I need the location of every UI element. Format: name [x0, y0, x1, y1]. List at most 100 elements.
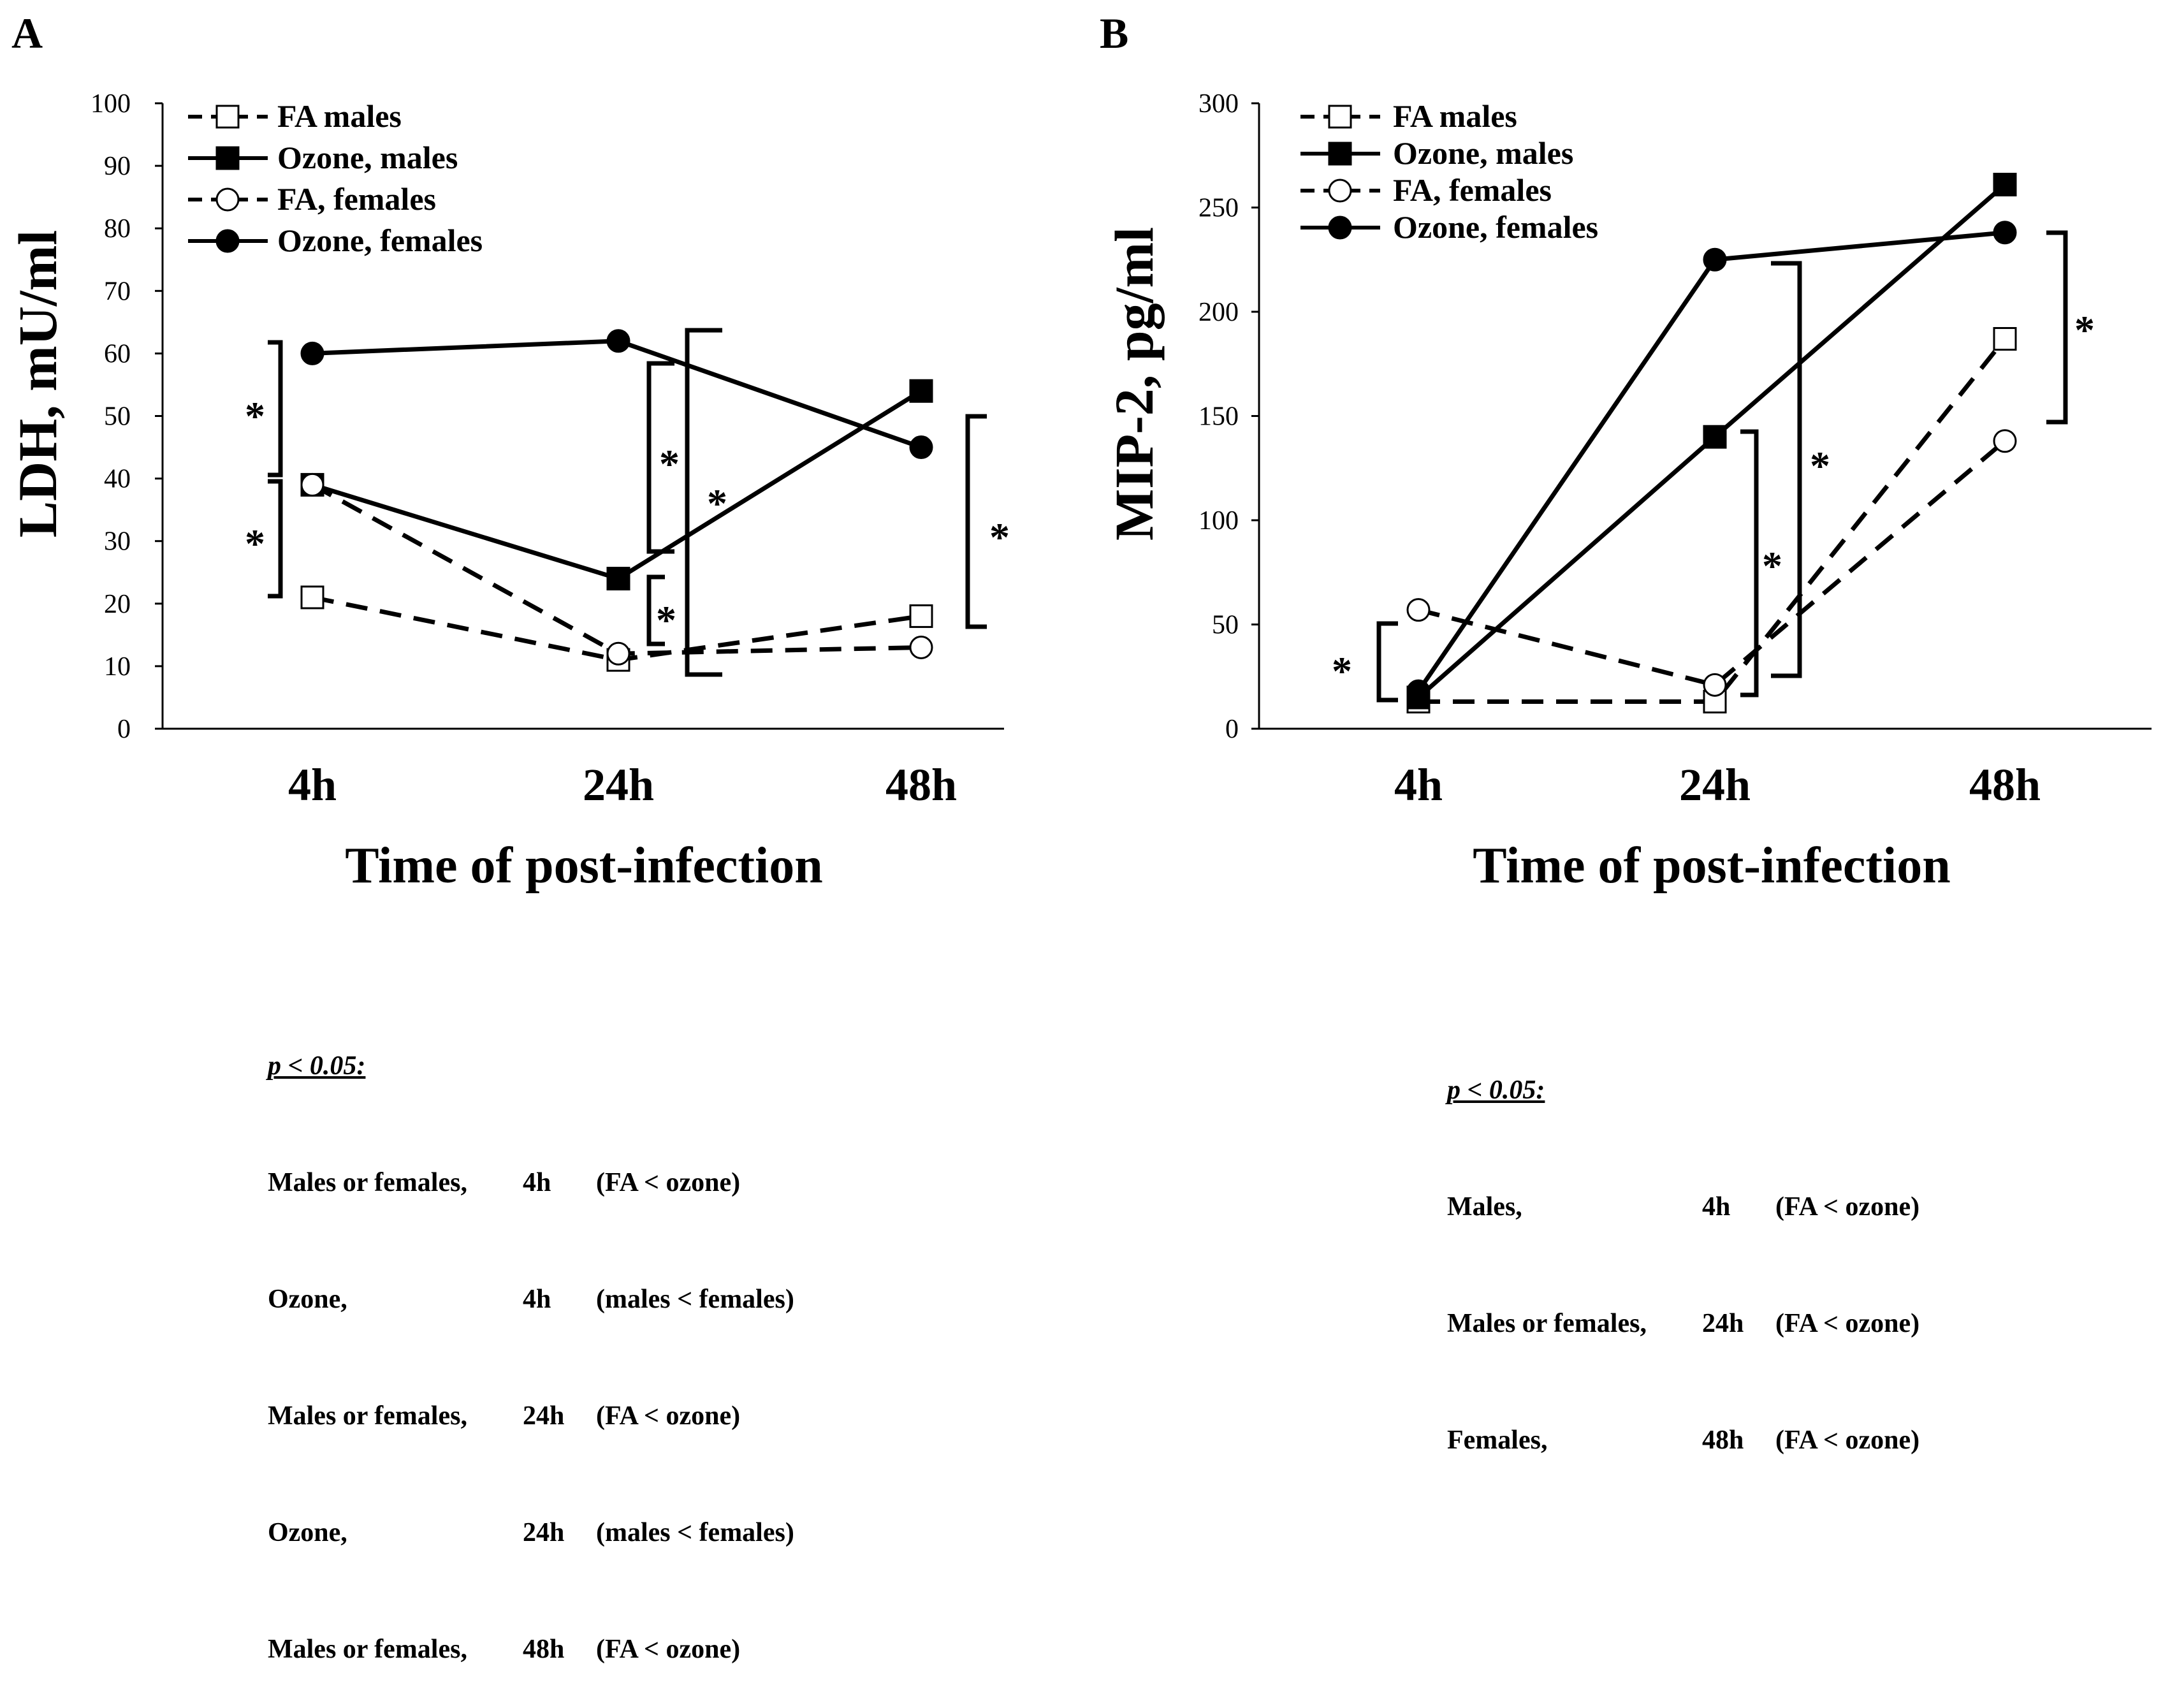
significance-row: Males or females, 24h (FA < ozone) [268, 1397, 794, 1436]
series-ozone-females [300, 329, 933, 460]
series-line [311, 389, 922, 581]
data-point [1993, 173, 2017, 197]
significance-row: Ozone, 24h (males < females) [268, 1514, 794, 1552]
y-tick-label: 50 [1212, 611, 1239, 640]
significance-row: Males or females, 48h (FA < ozone) [268, 1630, 794, 1669]
series-ozone-females [1406, 221, 2017, 703]
significance-asterisk: * [707, 481, 727, 526]
significance-bracket [268, 340, 283, 478]
significance-row: Ozone, 4h (males < females) [268, 1280, 794, 1319]
y-tick-label: 0 [1225, 715, 1239, 744]
x-tick-label: 24h [1679, 759, 1751, 810]
significance-bracket [1376, 621, 1398, 703]
data-point [1703, 673, 1727, 697]
group-text: Males or females, [1447, 1309, 1647, 1338]
y-tick-label: 150 [1198, 402, 1239, 432]
panel-label: A [11, 9, 43, 57]
time-text: 4h [1702, 1192, 1731, 1222]
significance-header: p < 0.05: [268, 1051, 366, 1081]
panel-b: B MIP-2, pg/ml Time of post-infection 0 5… [1100, 9, 2152, 894]
data-point [1406, 679, 1431, 703]
data-point [300, 585, 324, 609]
panel-label: B [1100, 9, 1128, 57]
data-point [1993, 429, 2017, 453]
significance-bracket [646, 361, 674, 554]
x-tick-label: 48h [1969, 759, 2041, 810]
comparison-text: (FA < ozone) [1775, 1309, 1920, 1338]
significance-row: Males or females, 4h (FA < ozone) [268, 1164, 794, 1202]
data-point [909, 435, 933, 460]
y-axis-label: MIP-2, pg/ml [1103, 227, 1165, 541]
data-point [1993, 327, 2017, 351]
group-text: Ozone, [268, 1285, 347, 1314]
data-point [909, 604, 933, 628]
data-point [909, 635, 933, 659]
legend-item: Ozone, females [188, 223, 483, 258]
group-text: Males, [1447, 1192, 1522, 1222]
legend-marker [215, 187, 240, 212]
group-text: Females, [1447, 1426, 1548, 1455]
y-tick-label: 60 [104, 339, 131, 369]
legend-item: Ozone, females [1300, 209, 1598, 245]
significance-bracket [268, 479, 283, 599]
legend-marker [1328, 142, 1352, 166]
significance-bracket [965, 414, 987, 629]
y-tick-label: 250 [1198, 194, 1239, 223]
comparison-text: (males < females) [596, 1518, 794, 1547]
data-point [606, 641, 630, 666]
legend-label: FA males [277, 98, 402, 134]
series-fa-males [1406, 327, 2017, 713]
significance-row: Males, 4h (FA < ozone) [1447, 1188, 1919, 1227]
x-tick-label: 4h [1394, 759, 1443, 810]
y-tick-label: 300 [1198, 89, 1239, 119]
significance-asterisk: * [1762, 543, 1782, 588]
time-text: 48h [1702, 1426, 1744, 1455]
significance-asterisk: * [245, 393, 265, 439]
y-tick-label: 100 [91, 89, 131, 119]
data-point [909, 379, 933, 403]
legend-label: FA males [1393, 98, 1517, 134]
legend-marker [215, 105, 240, 129]
comparison-text: (FA < ozone) [1775, 1192, 1920, 1222]
legend-item: FA males [1300, 98, 1517, 134]
significance-bracket [1740, 429, 1759, 697]
significance-notes-b: p < 0.05: Males, 4h (FA < ozone) Males o… [1447, 993, 1919, 1499]
time-text: 4h [523, 1168, 551, 1197]
figure-canvas: A LDH, mU/ml Time of post-infection 0 10 2… [7, 9, 2152, 894]
time-text: 24h [523, 1518, 565, 1547]
comparison-text: (FA < ozone) [596, 1168, 741, 1197]
time-text: 48h [523, 1635, 565, 1664]
y-tick-label: 50 [104, 402, 131, 432]
x-tick-label: 24h [583, 759, 654, 810]
significance-asterisk: * [989, 515, 1010, 560]
data-point [606, 329, 630, 353]
legend-item: Ozone, males [1300, 135, 1573, 171]
significance-header: p < 0.05: [1447, 1076, 1545, 1105]
comparison-text: (FA < ozone) [596, 1401, 741, 1431]
legend: FA males Ozone, males FA, females Ozone, fe… [188, 98, 483, 258]
significance-notes-a: p < 0.05: Males or females, 4h (FA < ozo… [268, 969, 794, 1708]
data-point [300, 341, 324, 365]
y-tick-label: 90 [104, 152, 131, 181]
legend-label: FA, females [1393, 172, 1552, 208]
x-axis-label: Time of post-infection [1473, 838, 1951, 894]
significance-row: Males or females, 24h (FA < ozone) [1447, 1304, 1919, 1343]
data-point [1993, 221, 2017, 245]
y-tick-label: 200 [1198, 298, 1239, 327]
legend-item: Ozone, males [188, 140, 458, 175]
legend-item: FA, females [1300, 172, 1552, 208]
significance-asterisk: * [245, 521, 265, 566]
group-text: Males or females, [268, 1401, 467, 1431]
comparison-text: (FA < ozone) [596, 1635, 741, 1664]
significance-asterisk: * [659, 441, 680, 486]
legend-marker [1328, 179, 1352, 203]
series-fa-females [300, 472, 933, 666]
y-axis-label: LDH, mU/ml [7, 230, 68, 538]
x-tick-label: 48h [885, 759, 957, 810]
significance-asterisk: * [1332, 648, 1352, 694]
legend-label: Ozone, males [277, 140, 458, 175]
y-tick-label: 80 [104, 214, 131, 244]
legend-item: FA, females [188, 181, 436, 217]
y-tick-label: 70 [104, 277, 131, 306]
x-tick-label: 4h [288, 759, 337, 810]
